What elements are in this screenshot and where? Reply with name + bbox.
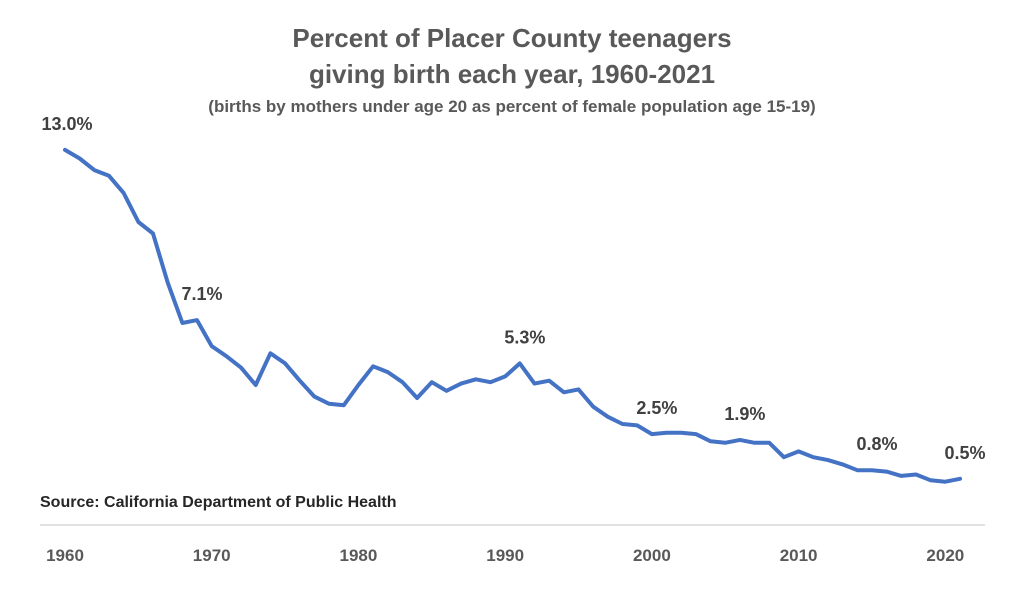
chart-subtitle: (births by mothers under age 20 as perce… [208, 97, 816, 116]
x-tick-label-1990: 1990 [486, 546, 524, 565]
chart-title-line-2: giving birth each year, 1960-2021 [308, 59, 716, 89]
data-label-1991: 5.3% [504, 327, 545, 347]
x-tick-label-1980: 1980 [340, 546, 378, 565]
x-tick-label-2020: 2020 [926, 546, 964, 565]
series-line [63, 147, 962, 484]
data-label-2006: 1.9% [724, 404, 765, 424]
chart-title-block: Percent of Placer County teenagers givin… [0, 20, 1024, 120]
data-labels: 13.0% 7.1% 5.3% 2.5% 1.9% 0.8% 0.5% [41, 114, 985, 463]
x-tick-label-1970: 1970 [193, 546, 231, 565]
x-tick-labels: 1960 1970 1980 1990 2000 2010 2020 [46, 546, 964, 565]
data-label-2021: 0.5% [944, 443, 985, 463]
x-tick-label-2010: 2010 [780, 546, 818, 565]
chart-title-line-1: Percent of Placer County teenagers [292, 23, 732, 53]
data-label-1960: 13.0% [41, 114, 92, 134]
data-label-2015: 0.8% [856, 434, 897, 454]
data-label-2000: 2.5% [636, 398, 677, 418]
data-label-1969: 7.1% [182, 284, 223, 304]
x-tick-label-2000: 2000 [633, 546, 671, 565]
source-note: Source: California Department of Public … [40, 494, 397, 511]
x-tick-label-1960: 1960 [46, 546, 84, 565]
